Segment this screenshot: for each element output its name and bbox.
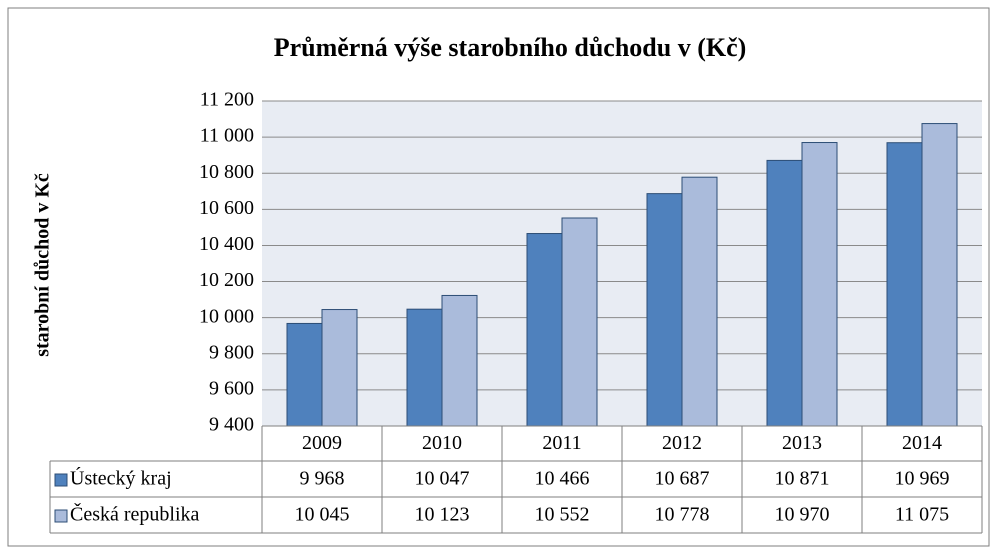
x-tick-label: 2011 bbox=[542, 432, 581, 454]
y-axis-label: starobní důchod v Kč bbox=[32, 173, 54, 357]
y-tick-label: 9 400 bbox=[209, 414, 254, 436]
bar bbox=[766, 159, 803, 427]
data-table-value: 9 968 bbox=[300, 468, 345, 490]
y-tick-label: 11 000 bbox=[200, 125, 254, 147]
y-tick-label: 9 600 bbox=[209, 377, 254, 399]
data-table-value: 10 466 bbox=[535, 468, 590, 490]
y-tick-label: 10 200 bbox=[199, 269, 254, 291]
data-table-value: 10 552 bbox=[535, 504, 590, 526]
x-tick-label: 2009 bbox=[302, 432, 342, 454]
legend-key bbox=[54, 473, 68, 487]
data-table-value: 10 047 bbox=[415, 468, 470, 490]
x-tick-label: 2010 bbox=[422, 432, 462, 454]
y-tick-label: 10 600 bbox=[199, 197, 254, 219]
bar bbox=[441, 294, 478, 427]
bar bbox=[921, 123, 958, 427]
data-table-value: 10 123 bbox=[415, 504, 470, 526]
bar bbox=[646, 193, 683, 427]
data-table-value: 10 871 bbox=[775, 468, 830, 490]
bar bbox=[406, 308, 443, 427]
legend-label: Česká republika bbox=[70, 502, 200, 526]
x-tick-label: 2014 bbox=[902, 432, 942, 454]
chart-title: Průměrná výše starobního důchodu v (Kč) bbox=[274, 33, 747, 62]
bar bbox=[561, 217, 598, 427]
y-tick-label: 10 400 bbox=[199, 233, 254, 255]
y-tick-label: 11 200 bbox=[200, 89, 254, 111]
data-table-value: 10 970 bbox=[775, 504, 830, 526]
legend-label: Ústecký kraj bbox=[70, 466, 172, 490]
plot-area bbox=[262, 101, 982, 426]
bar bbox=[286, 322, 323, 427]
x-tick-label: 2013 bbox=[782, 432, 822, 454]
data-table-value: 11 075 bbox=[895, 504, 949, 526]
y-tick-label: 10 800 bbox=[199, 161, 254, 183]
bar bbox=[526, 233, 563, 427]
bar bbox=[886, 142, 923, 427]
bar bbox=[801, 142, 838, 427]
data-table-value: 10 969 bbox=[895, 468, 950, 490]
bar bbox=[681, 176, 718, 427]
data-table-value: 10 778 bbox=[655, 504, 710, 526]
data-table-value: 10 045 bbox=[295, 504, 350, 526]
bar bbox=[321, 309, 358, 427]
y-tick-label: 9 800 bbox=[209, 341, 254, 363]
x-tick-label: 2012 bbox=[662, 432, 702, 454]
y-tick-label: 10 000 bbox=[199, 305, 254, 327]
legend-key bbox=[54, 509, 68, 523]
data-table-value: 10 687 bbox=[655, 468, 710, 490]
